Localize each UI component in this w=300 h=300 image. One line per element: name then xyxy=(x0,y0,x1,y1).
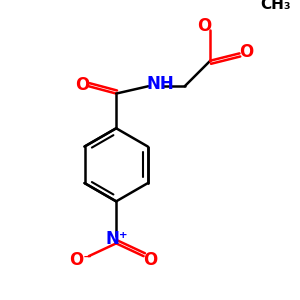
Text: O⁻: O⁻ xyxy=(69,251,92,269)
Text: O: O xyxy=(75,76,89,94)
Text: O: O xyxy=(197,17,211,35)
Text: O: O xyxy=(143,251,157,269)
Text: NH: NH xyxy=(146,75,174,93)
Text: N⁺: N⁺ xyxy=(106,230,128,248)
Text: O: O xyxy=(239,44,253,62)
Text: CH₃: CH₃ xyxy=(261,0,291,12)
